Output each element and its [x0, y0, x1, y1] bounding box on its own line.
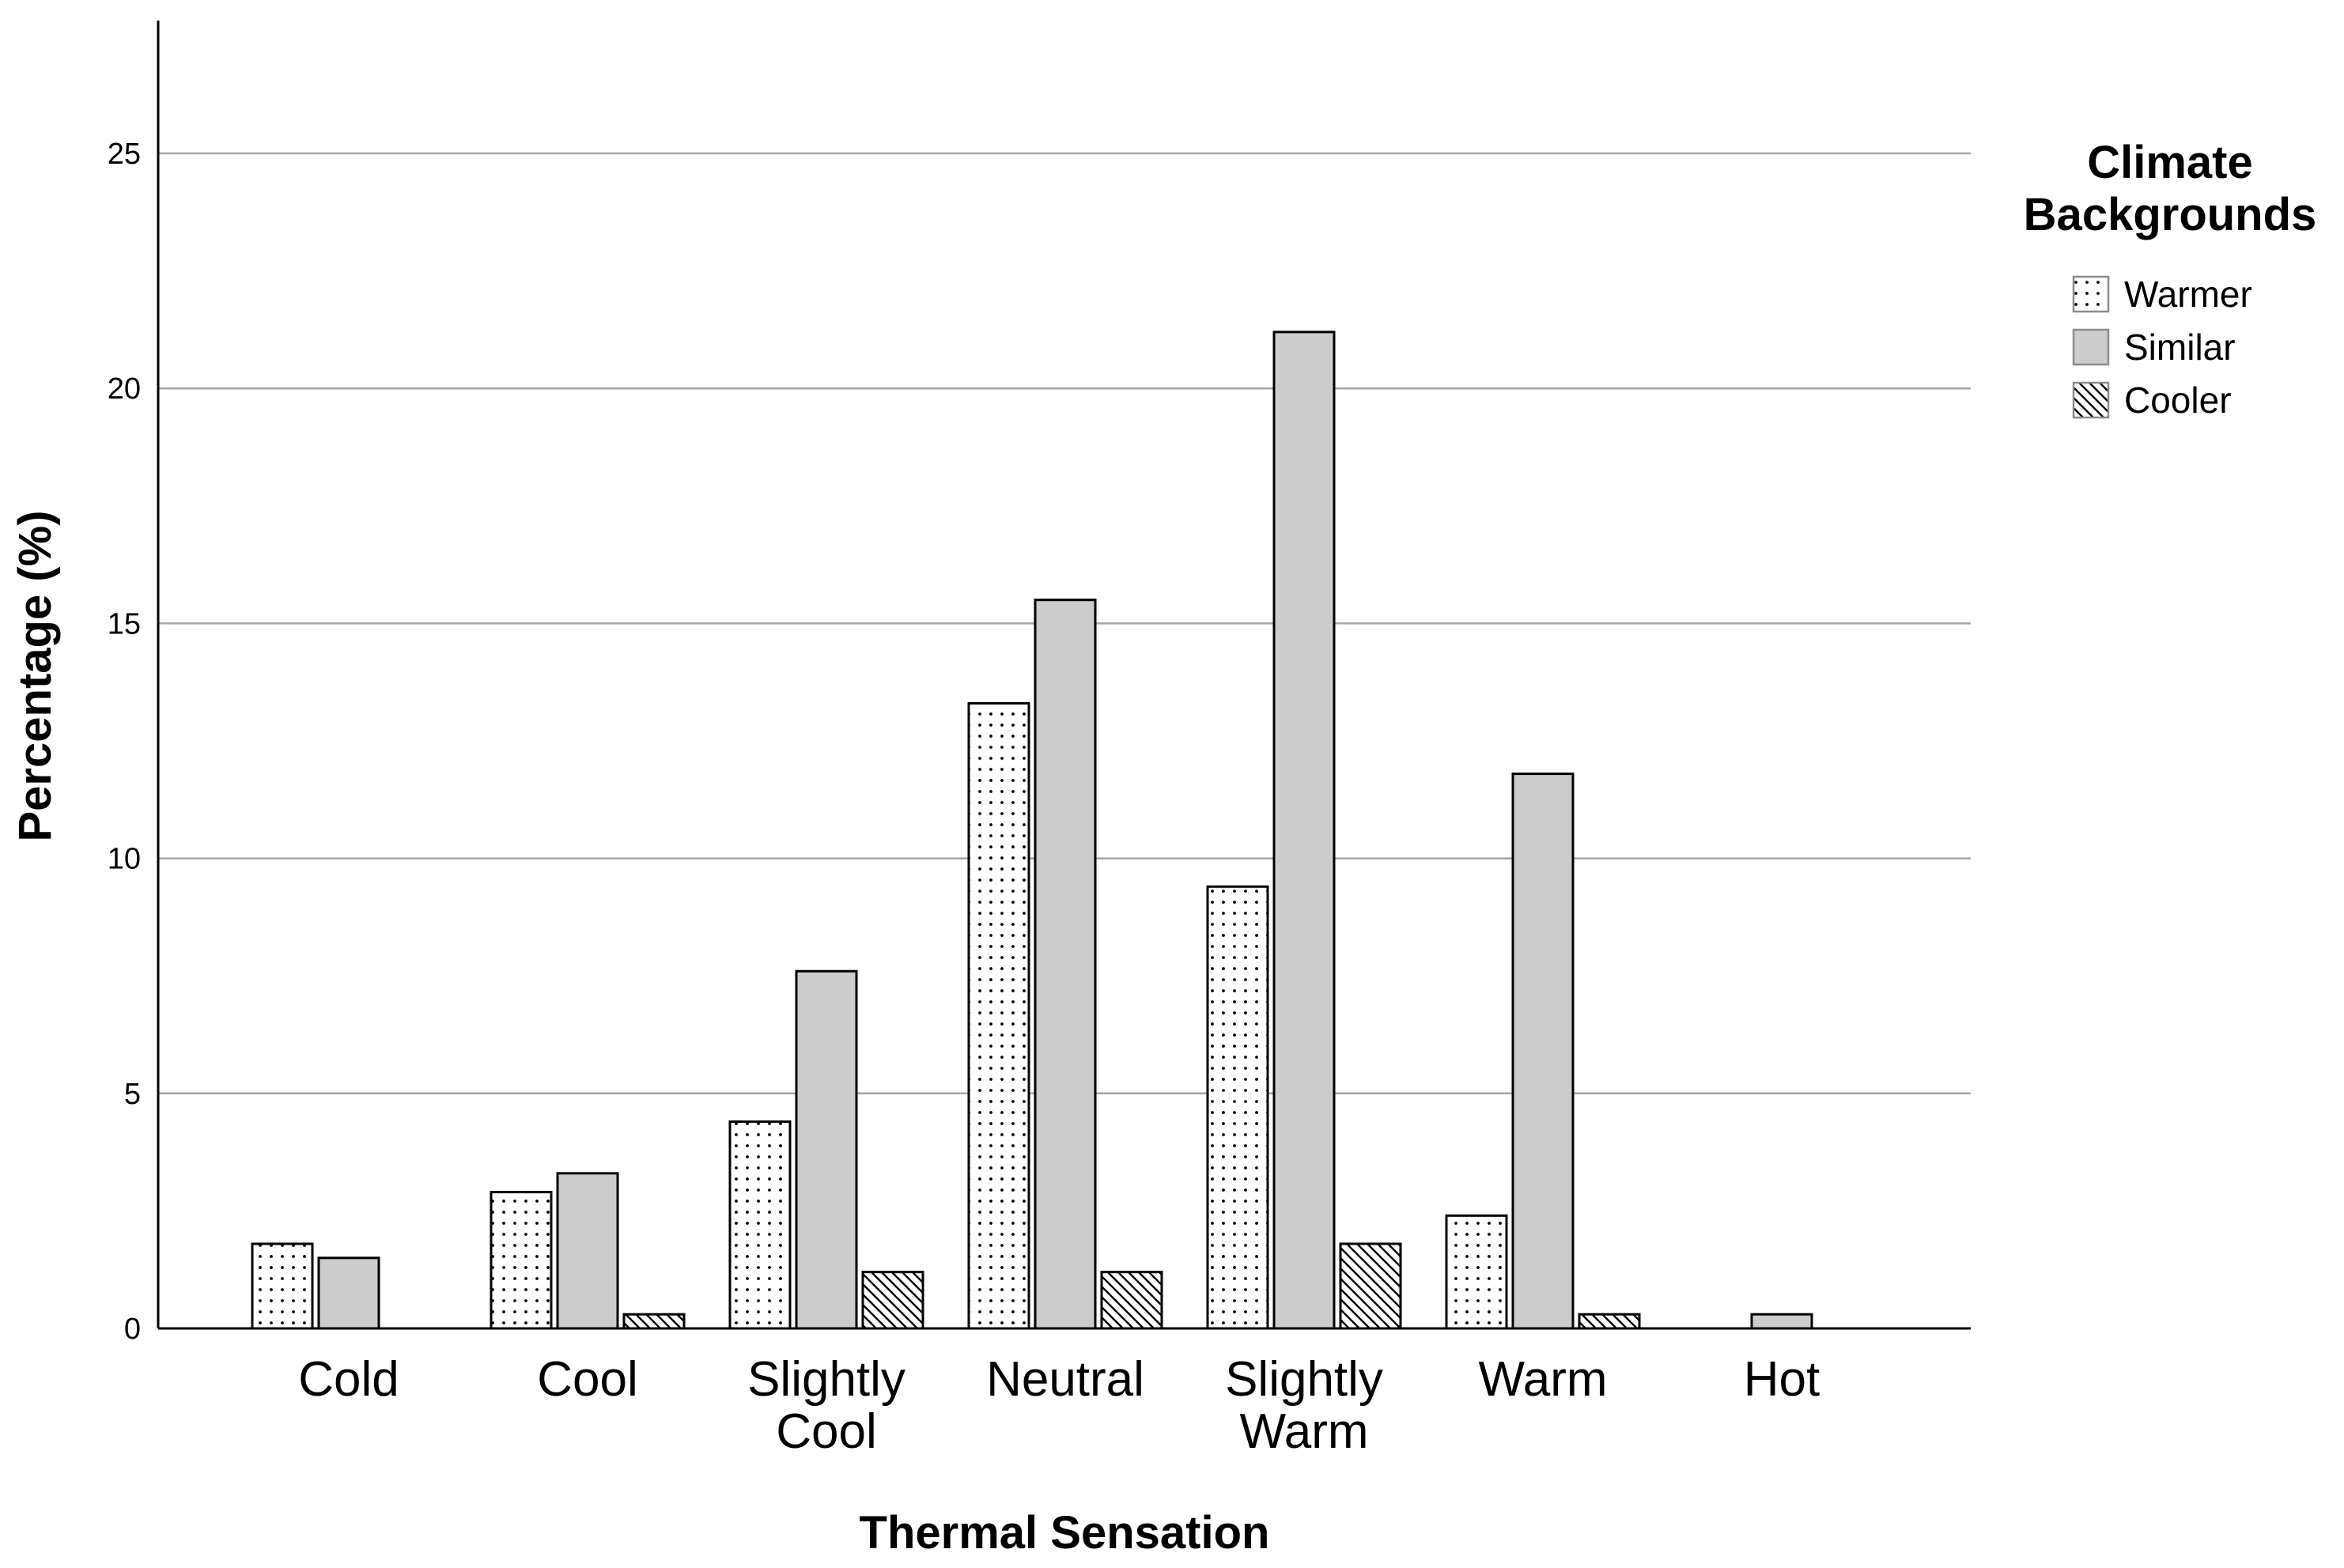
bar-similar-hot	[1750, 1313, 1813, 1330]
bar-cooler-cool	[622, 1313, 686, 1330]
x-tick-label-slightly-warm: Slightly Warm	[1225, 1352, 1383, 1459]
bar-cooler-slightly-cool	[861, 1271, 924, 1330]
y-tick-label-10: 10	[108, 843, 141, 876]
bar-similar-warm	[1511, 773, 1575, 1330]
bars	[251, 331, 1813, 1330]
y-tick-label-20: 20	[108, 372, 141, 406]
legend-label-cooler: Cooler	[2124, 380, 2232, 421]
bar-similar-neutral	[1034, 599, 1097, 1330]
bar-cooler-slightly-warm	[1339, 1242, 1402, 1330]
bar-warmer-cool	[490, 1191, 553, 1330]
legend-swatch-warmer	[2072, 275, 2110, 313]
y-tick-label-25: 25	[108, 138, 141, 171]
y-axis-title: Percentage (%)	[9, 510, 61, 841]
legend: Climate Backgrounds Warmer Similar Cooler	[2024, 137, 2317, 421]
legend-title: Climate Backgrounds	[2024, 137, 2317, 240]
x-tick-label-cold: Cold	[298, 1352, 399, 1407]
bar-similar-slightly-warm	[1272, 331, 1336, 1330]
y-tick-label-5: 5	[124, 1078, 141, 1111]
labels: 0 5 10 15 20 25 Cold Cool Slightly Cool Neutral Sli…	[9, 138, 1820, 1559]
legend-swatch-cooler	[2072, 381, 2110, 419]
x-tick-label-cool: Cool	[537, 1352, 638, 1407]
legend-label-warmer: Warmer	[2124, 274, 2252, 315]
bar-warmer-slightly-warm	[1206, 885, 1269, 1330]
bar-warmer-slightly-cool	[728, 1120, 792, 1330]
axes	[157, 21, 1971, 1330]
legend-swatch-similar	[2072, 328, 2110, 366]
x-tick-label-neutral: Neutral	[986, 1352, 1144, 1407]
y-tick-label-0: 0	[124, 1313, 141, 1346]
bar-cooler-neutral	[1100, 1271, 1163, 1330]
bar-similar-cool	[556, 1172, 619, 1330]
bar-cooler-warm	[1578, 1313, 1641, 1330]
y-tick-label-15: 15	[108, 607, 141, 640]
x-tick-label-hot: Hot	[1744, 1352, 1820, 1407]
legend-label-similar: Similar	[2124, 327, 2236, 368]
bar-warmer-warm	[1445, 1214, 1508, 1330]
bar-similar-cold	[317, 1256, 380, 1330]
bar-warmer-cold	[251, 1242, 314, 1330]
x-axis-title: Thermal Sensation	[860, 1507, 1270, 1559]
bar-warmer-neutral	[967, 701, 1030, 1330]
x-tick-label-slightly-cool: Slightly Cool	[747, 1352, 905, 1459]
x-tick-label-warm: Warm	[1479, 1352, 1608, 1407]
bar-similar-slightly-cool	[795, 969, 858, 1330]
